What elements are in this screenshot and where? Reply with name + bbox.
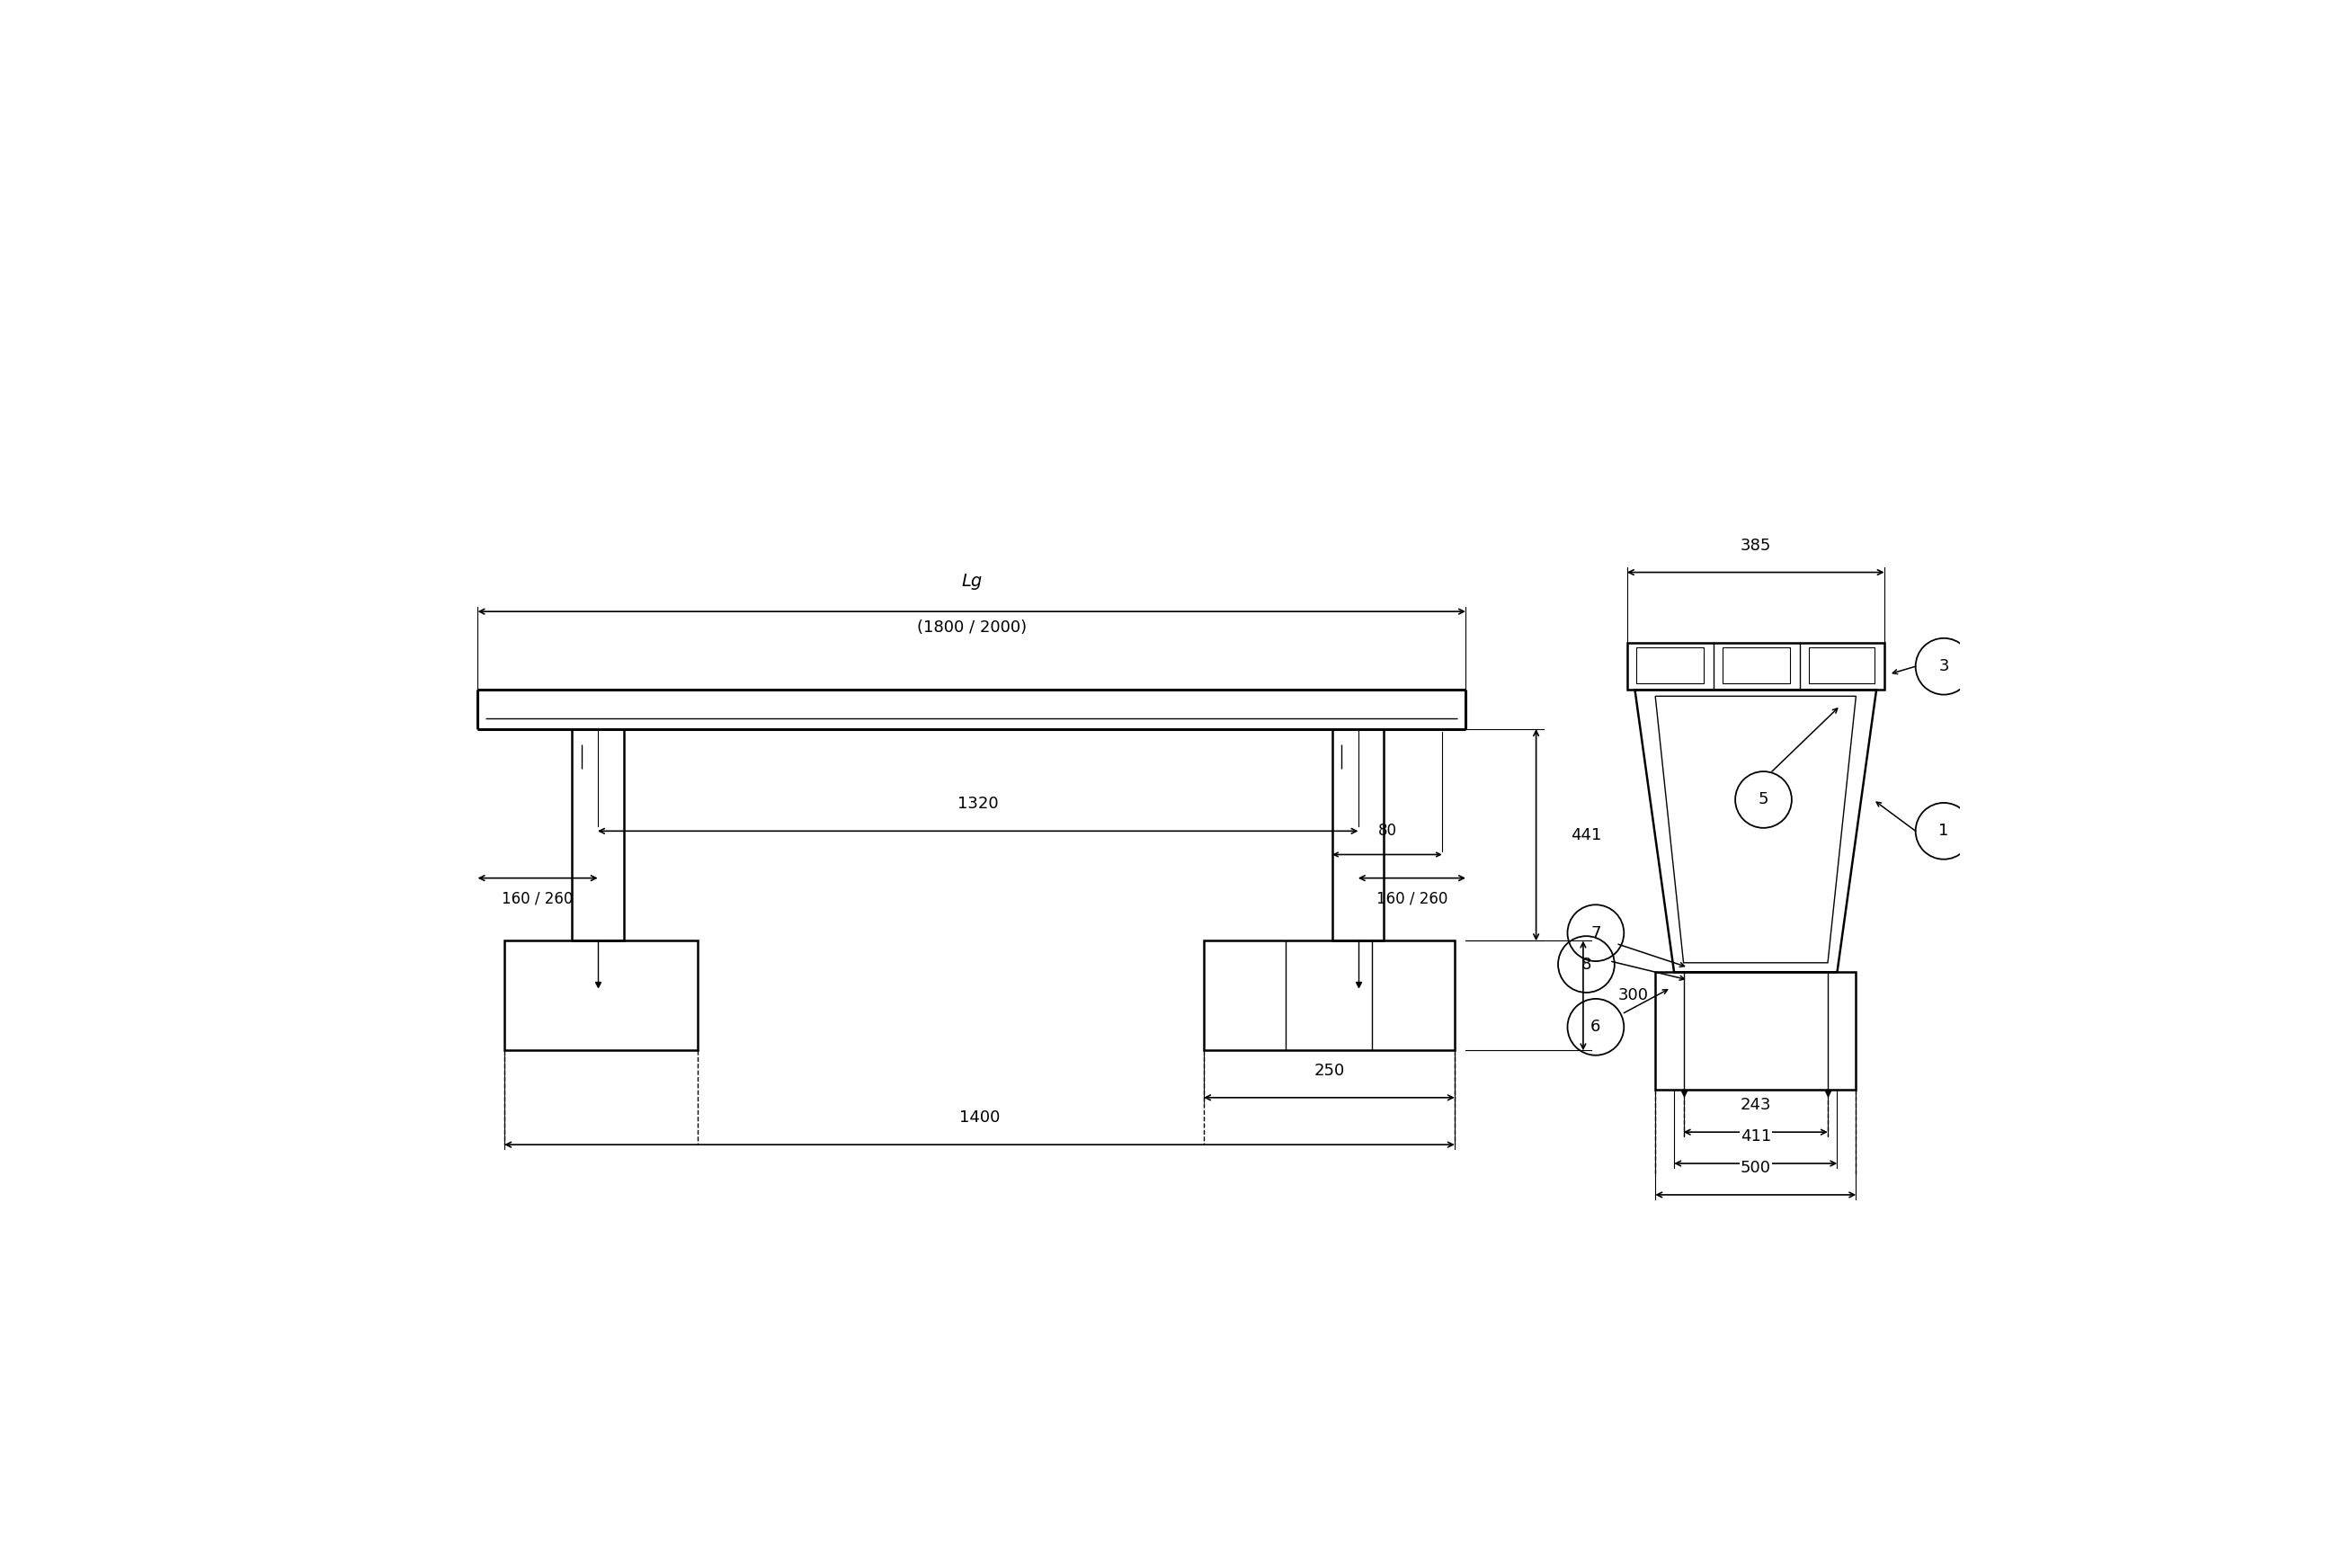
Text: 80: 80 xyxy=(1378,823,1396,839)
Text: 8: 8 xyxy=(1582,956,1592,972)
Text: 7: 7 xyxy=(1592,925,1601,941)
Text: 5: 5 xyxy=(1759,792,1768,808)
Text: 243: 243 xyxy=(1740,1098,1770,1113)
Text: 160 / 260: 160 / 260 xyxy=(503,891,574,906)
Text: 3: 3 xyxy=(1940,659,1949,674)
Bar xyxy=(1333,729,1385,941)
Text: Lg: Lg xyxy=(962,572,983,590)
Text: 6: 6 xyxy=(1592,1019,1601,1035)
Bar xyxy=(505,941,698,1051)
Text: 1: 1 xyxy=(1940,823,1949,839)
Text: 300: 300 xyxy=(1617,988,1648,1004)
Text: 160 / 260: 160 / 260 xyxy=(1375,891,1448,906)
Text: (1800 / 2000): (1800 / 2000) xyxy=(917,619,1027,635)
Bar xyxy=(1655,972,1855,1090)
Bar xyxy=(1204,941,1455,1051)
Text: 1320: 1320 xyxy=(957,797,999,812)
Bar xyxy=(1723,648,1789,684)
Bar xyxy=(1636,648,1704,684)
Bar xyxy=(1808,648,1874,684)
Bar xyxy=(571,729,623,941)
Text: 1400: 1400 xyxy=(959,1110,999,1126)
Text: 500: 500 xyxy=(1740,1160,1770,1176)
Text: 250: 250 xyxy=(1314,1063,1345,1079)
Text: 385: 385 xyxy=(1740,538,1770,554)
Text: 411: 411 xyxy=(1740,1129,1770,1145)
Text: 441: 441 xyxy=(1570,826,1601,844)
Bar xyxy=(1627,643,1883,690)
